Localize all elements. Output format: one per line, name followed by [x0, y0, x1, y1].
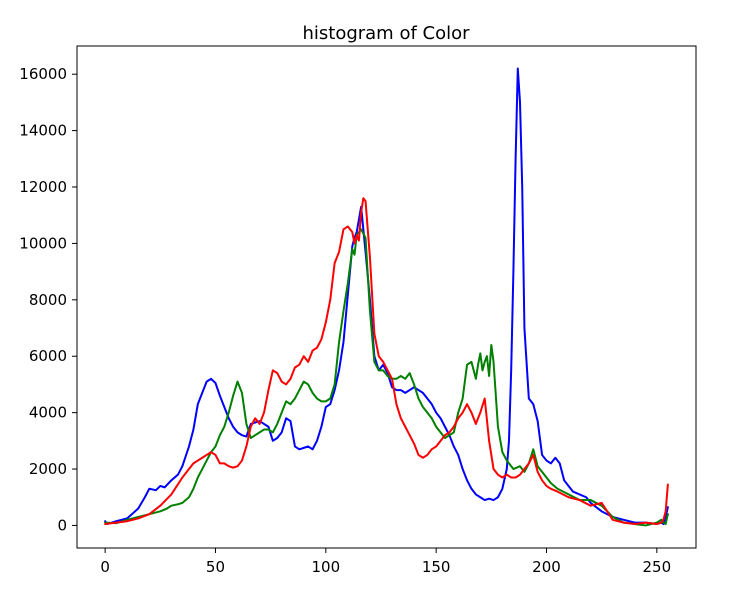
- series-line-1: [104, 67, 669, 526]
- x-tick-label: 0: [100, 558, 110, 576]
- x-tick-label: 100: [311, 558, 340, 576]
- y-tick-label: 2000: [29, 460, 67, 478]
- y-tick-label: 16000: [19, 65, 67, 83]
- series-line-3: [104, 197, 669, 526]
- y-tick-label: 8000: [29, 291, 67, 309]
- y-tick-label: 12000: [19, 178, 67, 196]
- y-tick-label: 14000: [19, 122, 67, 140]
- x-tick-label: 50: [206, 558, 225, 576]
- y-axis-ticks: 0 2000 4000 6000 8000 10000 12000 14000 16000: [19, 65, 77, 534]
- chart-title: histogram of Color: [302, 23, 470, 44]
- x-tick-label: 200: [532, 558, 561, 576]
- plot-frame: [76, 45, 697, 549]
- y-tick-label: 10000: [19, 234, 67, 252]
- series-layer: [104, 67, 669, 527]
- y-tick-label: 0: [57, 516, 67, 534]
- y-tick-label: 6000: [29, 347, 67, 365]
- series-line-2: [104, 228, 669, 527]
- x-tick-label: 150: [422, 558, 451, 576]
- y-tick-label: 4000: [29, 404, 67, 422]
- x-axis-ticks: 0 50 100 150 200 250: [100, 548, 671, 576]
- x-tick-label: 250: [643, 558, 672, 576]
